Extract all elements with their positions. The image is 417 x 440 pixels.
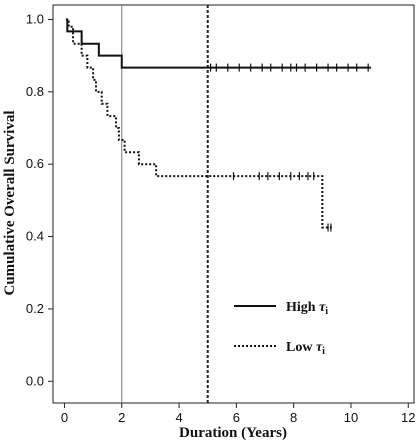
- survival-curve-low: [65, 18, 334, 229]
- y-tick-label: 0.6: [26, 156, 44, 171]
- legend-high-subscript: i: [325, 306, 328, 317]
- x-tick-label: 2: [118, 410, 125, 425]
- y-tick-label: 1.0: [26, 11, 44, 26]
- legend-high-prefix: High: [286, 300, 319, 315]
- x-tick-label: 12: [401, 410, 415, 425]
- x-tick-label: 4: [175, 410, 182, 425]
- x-tick-label: 10: [344, 410, 358, 425]
- y-tick-label: 0.8: [26, 84, 44, 99]
- plot-area-frame: [52, 4, 415, 404]
- x-tick-label: 6: [233, 410, 240, 425]
- y-axis-title: Cumulative Overall Survival: [2, 111, 18, 296]
- y-tick-label: 0.2: [26, 301, 44, 316]
- legend-low-symbol: τ: [316, 340, 323, 355]
- legend-label-low: Low τi: [286, 340, 325, 357]
- legend-low-subscript: i: [322, 346, 325, 357]
- legend: High τi Low τi: [234, 300, 328, 357]
- x-tick-label: 0: [61, 410, 68, 425]
- legend-high-symbol: τ: [319, 300, 326, 315]
- survival-curve-high: [65, 18, 372, 69]
- y-tick-label: 0.0: [26, 373, 44, 388]
- x-axis-title: Duration (Years): [179, 425, 287, 440]
- y-tick-label: 0.4: [26, 229, 44, 244]
- legend-low-prefix: Low: [286, 340, 316, 355]
- x-tick-label: 8: [290, 410, 297, 425]
- legend-label-high: High τi: [286, 300, 328, 317]
